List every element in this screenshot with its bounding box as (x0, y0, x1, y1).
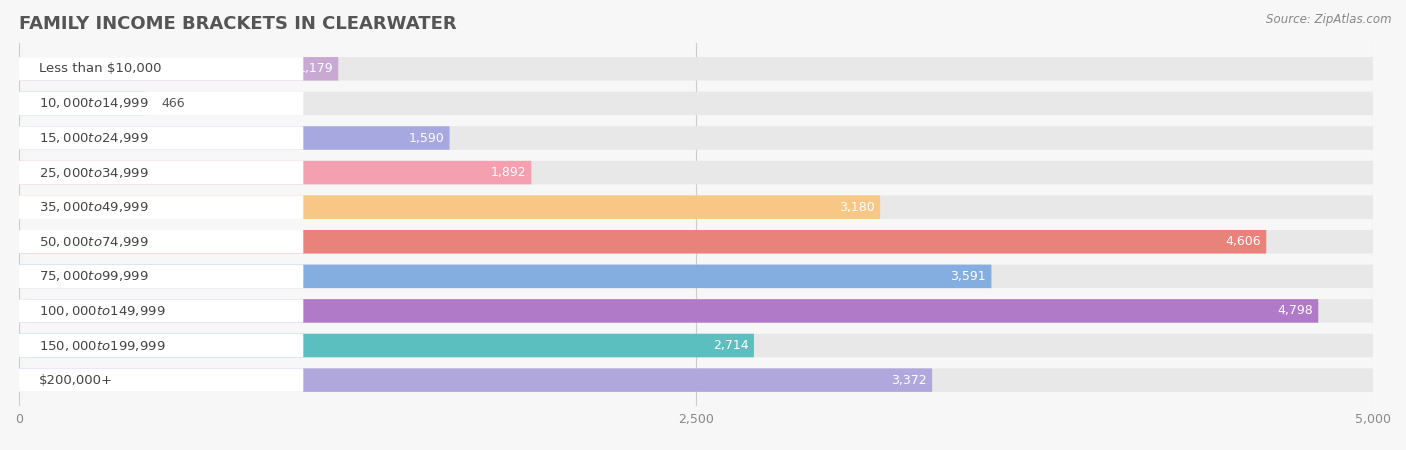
FancyBboxPatch shape (20, 92, 304, 115)
Text: $10,000 to $14,999: $10,000 to $14,999 (39, 96, 149, 110)
FancyBboxPatch shape (20, 299, 1319, 323)
Text: $50,000 to $74,999: $50,000 to $74,999 (39, 235, 149, 249)
FancyBboxPatch shape (20, 92, 145, 115)
FancyBboxPatch shape (20, 334, 1374, 357)
FancyBboxPatch shape (20, 369, 304, 392)
FancyBboxPatch shape (20, 92, 1374, 115)
Text: Less than $10,000: Less than $10,000 (39, 63, 162, 75)
FancyBboxPatch shape (20, 334, 304, 357)
Text: 4,798: 4,798 (1277, 305, 1313, 317)
Text: $100,000 to $149,999: $100,000 to $149,999 (39, 304, 166, 318)
FancyBboxPatch shape (20, 195, 880, 219)
FancyBboxPatch shape (20, 334, 754, 357)
FancyBboxPatch shape (20, 369, 1374, 392)
Text: 4,606: 4,606 (1225, 235, 1261, 248)
FancyBboxPatch shape (20, 230, 304, 253)
FancyBboxPatch shape (20, 126, 450, 150)
Text: 2,714: 2,714 (713, 339, 748, 352)
Text: 1,179: 1,179 (297, 63, 333, 75)
FancyBboxPatch shape (20, 265, 1374, 288)
Text: 466: 466 (162, 97, 186, 110)
FancyBboxPatch shape (20, 161, 304, 184)
Text: 1,590: 1,590 (408, 131, 444, 144)
FancyBboxPatch shape (20, 161, 1374, 184)
FancyBboxPatch shape (20, 161, 531, 184)
FancyBboxPatch shape (20, 126, 304, 150)
Text: $75,000 to $99,999: $75,000 to $99,999 (39, 270, 149, 284)
FancyBboxPatch shape (20, 265, 304, 288)
Text: 3,591: 3,591 (950, 270, 986, 283)
Text: 3,180: 3,180 (839, 201, 875, 214)
FancyBboxPatch shape (20, 230, 1374, 253)
FancyBboxPatch shape (20, 126, 1374, 150)
Text: Source: ZipAtlas.com: Source: ZipAtlas.com (1267, 14, 1392, 27)
Text: $200,000+: $200,000+ (39, 374, 112, 387)
Text: 3,372: 3,372 (891, 374, 927, 387)
FancyBboxPatch shape (20, 195, 1374, 219)
Text: $35,000 to $49,999: $35,000 to $49,999 (39, 200, 149, 214)
FancyBboxPatch shape (20, 369, 932, 392)
FancyBboxPatch shape (20, 230, 1267, 253)
Text: FAMILY INCOME BRACKETS IN CLEARWATER: FAMILY INCOME BRACKETS IN CLEARWATER (20, 15, 457, 33)
Text: $150,000 to $199,999: $150,000 to $199,999 (39, 338, 166, 352)
FancyBboxPatch shape (20, 299, 304, 323)
FancyBboxPatch shape (20, 57, 339, 81)
FancyBboxPatch shape (20, 57, 304, 81)
Text: 1,892: 1,892 (491, 166, 526, 179)
FancyBboxPatch shape (20, 195, 304, 219)
FancyBboxPatch shape (20, 57, 1374, 81)
Text: $15,000 to $24,999: $15,000 to $24,999 (39, 131, 149, 145)
FancyBboxPatch shape (20, 265, 991, 288)
Text: $25,000 to $34,999: $25,000 to $34,999 (39, 166, 149, 180)
FancyBboxPatch shape (20, 299, 1374, 323)
